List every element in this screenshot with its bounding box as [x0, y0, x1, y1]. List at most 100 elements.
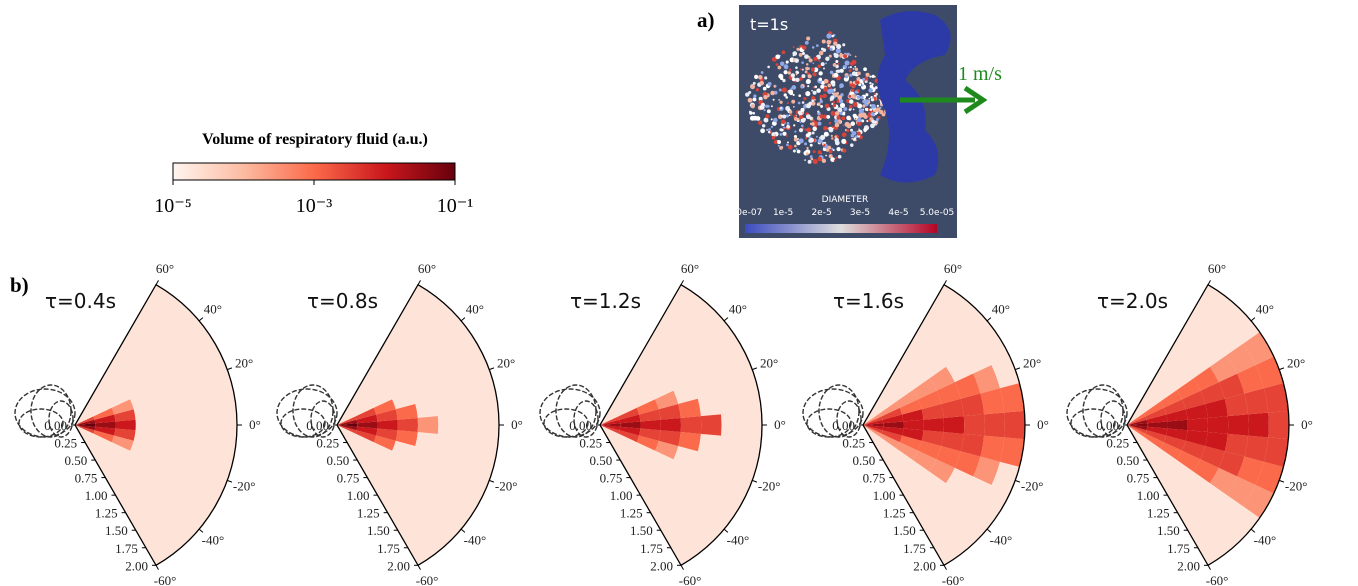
droplet [786, 122, 790, 125]
time-label: t=1s [750, 15, 788, 34]
droplet [792, 93, 795, 97]
polar-panel: 60° 40° 20° 0° -20° -40° -60° 0.00 0.25 0.50 0.75 1… [802, 261, 1049, 586]
theta-tick-label: -60° [154, 573, 177, 586]
droplet [833, 72, 839, 78]
droplet [854, 67, 859, 72]
heat-cell [936, 445, 961, 468]
droplet [825, 148, 830, 152]
heat-cell [1226, 476, 1256, 507]
droplet [748, 90, 752, 94]
heat-cell [960, 433, 985, 457]
droplet [869, 108, 873, 111]
droplet [775, 63, 779, 66]
droplet [834, 87, 836, 90]
droplet [833, 54, 837, 58]
theta-tick [723, 528, 729, 533]
theta-tick [198, 528, 204, 533]
droplet [789, 91, 794, 96]
colorbar-tick-label: 2e-5 [811, 208, 831, 218]
droplet [801, 124, 804, 128]
droplet [806, 127, 811, 133]
droplet [762, 86, 767, 91]
heat-cell [620, 421, 641, 429]
droplet [862, 113, 866, 116]
heat-cell [1268, 410, 1289, 440]
heat-cell [1167, 419, 1188, 431]
head-sketch [280, 408, 326, 438]
heat-cell [1209, 467, 1238, 495]
droplet [766, 109, 771, 114]
heat-cell [1205, 398, 1228, 418]
droplet [824, 141, 827, 144]
head-sketch [1082, 384, 1124, 438]
heat-cell [115, 419, 136, 431]
heat-cell [337, 425, 358, 431]
droplet [795, 73, 798, 76]
heat-cell [1127, 425, 1147, 434]
droplet [798, 115, 803, 120]
arrow-head [963, 85, 988, 115]
heat-cell [1187, 417, 1208, 433]
droplet [823, 67, 825, 70]
colorbar-title: DIAMETER [822, 195, 869, 205]
droplet [827, 127, 830, 130]
droplet [804, 142, 808, 146]
droplet [770, 90, 775, 96]
droplet [794, 130, 797, 133]
heat-cell [1263, 437, 1289, 467]
droplet [785, 114, 789, 118]
theta-tick [1279, 479, 1285, 483]
r-tick-label: 1.00 [85, 488, 108, 503]
droplet [846, 52, 850, 56]
droplet [816, 44, 819, 47]
droplet [764, 76, 768, 80]
droplet [872, 96, 874, 99]
theta-tick [417, 280, 421, 285]
head-sketch [806, 408, 852, 438]
heat-cell [114, 428, 136, 441]
droplet [836, 69, 841, 73]
heat-cell [1166, 409, 1188, 422]
droplet [825, 58, 828, 61]
droplet [811, 46, 815, 49]
droplet [837, 119, 842, 124]
droplet [770, 105, 773, 108]
droplet [834, 111, 840, 116]
droplet [854, 117, 857, 120]
droplet [829, 70, 834, 75]
theta-tick-label: 60° [681, 261, 699, 276]
droplet [807, 67, 810, 70]
droplet [807, 74, 812, 79]
heat-cell [1143, 433, 1164, 449]
heat-cell [1182, 440, 1206, 460]
theta-tick [986, 528, 992, 533]
droplet [831, 126, 834, 128]
droplet [820, 104, 824, 108]
droplet [770, 125, 774, 129]
droplet [795, 66, 798, 70]
heat-cell [94, 414, 116, 424]
droplet [773, 139, 778, 145]
droplet [867, 119, 871, 122]
droplet [835, 48, 841, 54]
theta-tick-label: -40° [202, 533, 225, 548]
droplet [850, 128, 854, 132]
theta-tick [1250, 528, 1256, 533]
droplet [875, 107, 881, 112]
heat-cell [397, 417, 419, 433]
droplet [822, 142, 825, 146]
droplet [860, 95, 864, 100]
droplet [809, 143, 813, 147]
droplet [812, 150, 816, 154]
droplet [820, 62, 825, 67]
r-tick-label: 0.25 [579, 436, 602, 451]
droplet [804, 103, 807, 106]
theta-tick-label: -20° [1285, 479, 1308, 494]
droplet [862, 77, 865, 81]
droplet [788, 146, 791, 149]
droplet [851, 59, 857, 65]
droplet [809, 137, 814, 143]
droplet [831, 82, 836, 87]
droplet [828, 149, 833, 154]
droplet [849, 54, 852, 56]
